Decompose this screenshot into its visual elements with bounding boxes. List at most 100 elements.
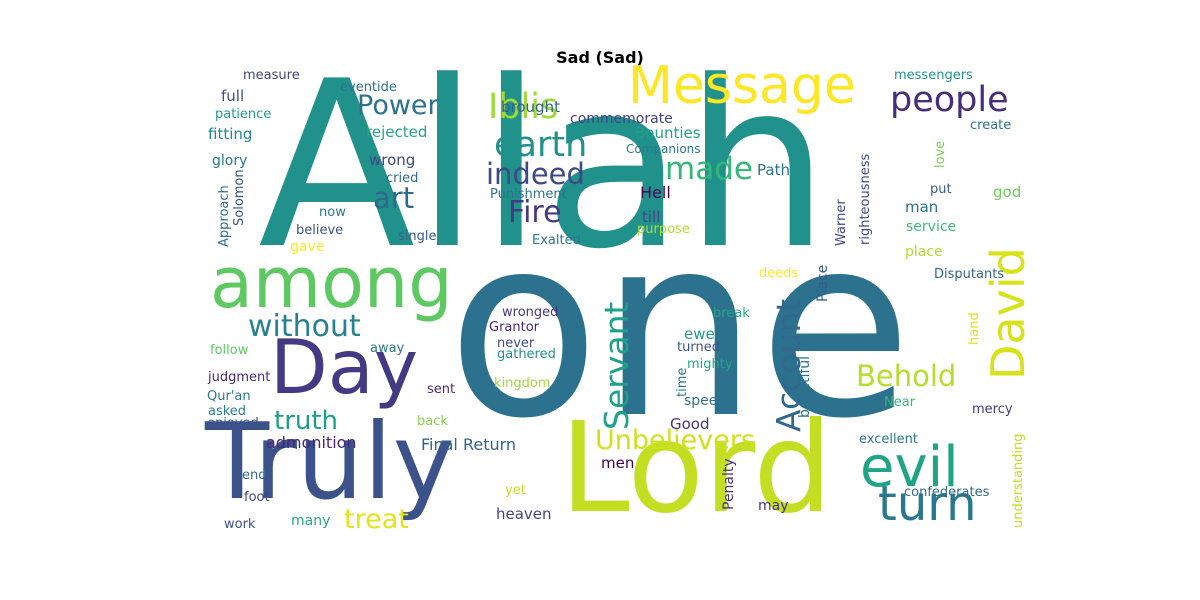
cloud-word-purpose: purpose: [637, 222, 690, 237]
cloud-word-confederates: confederates: [904, 485, 990, 500]
cloud-word-believe: believe: [296, 223, 344, 238]
cloud-word-men: men: [601, 454, 635, 472]
cloud-word-fitting: fitting: [208, 125, 253, 143]
cloud-word-among: among: [210, 242, 453, 324]
cloud-word-eventide: eventide: [340, 80, 397, 95]
cloud-word-fire: Fire: [508, 195, 562, 230]
cloud-word-beautiful: beautiful: [797, 355, 813, 418]
cloud-word-path: Path: [757, 161, 790, 179]
cloud-word-indeed: indeed: [486, 157, 585, 191]
cloud-word-penalty: Penalty: [721, 458, 737, 510]
cloud-word-warner: Warner: [834, 199, 849, 246]
cloud-word-punishment: Punishment: [490, 187, 567, 202]
cloud-word-unbelievers: Unbelievers: [595, 425, 755, 456]
cloud-word-follow: follow: [210, 343, 249, 358]
cloud-word-commemorate: commemorate: [570, 111, 673, 127]
cloud-word-break: break: [713, 306, 750, 321]
cloud-word-gave: gave: [290, 239, 325, 255]
cloud-word-companions: Companions: [626, 142, 701, 156]
cloud-word-full: full: [221, 87, 245, 105]
cloud-word-one: one: [447, 182, 913, 473]
cloud-word-deeds: deeds: [759, 266, 799, 281]
cloud-word-admonition: admonition: [266, 433, 357, 452]
cloud-word-day: Day: [270, 323, 419, 411]
cloud-word-made: made: [665, 151, 753, 187]
cloud-word-single: single: [398, 229, 437, 244]
cloud-word-many: many: [291, 513, 331, 529]
cloud-word-gathered: gathered: [497, 347, 556, 362]
cloud-word-service: service: [906, 219, 957, 235]
cloud-word-brought: brought: [501, 98, 560, 116]
cloud-word-wrong: wrong: [369, 151, 416, 169]
cloud-word-end: end: [242, 468, 267, 483]
cloud-word-speech: speech: [684, 393, 734, 409]
cloud-word-near: Near: [884, 395, 916, 410]
cloud-word-heaven: heaven: [496, 505, 552, 523]
cloud-word-god: god: [993, 183, 1022, 201]
cloud-word-asked: asked: [208, 404, 247, 419]
cloud-word-mercy: mercy: [972, 402, 1013, 417]
cloud-word-yet: yet: [505, 483, 526, 498]
cloud-word-art: art: [373, 181, 415, 215]
cloud-word-iblis: Iblis: [488, 87, 559, 127]
cloud-word-hell: Hell: [640, 183, 671, 202]
cloud-word-power: Power: [357, 90, 439, 121]
cloud-word-place: place: [905, 244, 943, 260]
cloud-word-enjoyed: enjoyed: [207, 416, 259, 431]
cloud-word-mighty: mighty: [687, 357, 733, 372]
cloud-word-measure: measure: [243, 68, 300, 83]
cloud-word-behold: Behold: [856, 359, 957, 393]
cloud-word-man: man: [905, 198, 939, 216]
cloud-word-turned: turned: [677, 340, 720, 355]
cloud-word-love: love: [933, 140, 948, 168]
cloud-word-turn: turn: [878, 476, 977, 532]
cloud-word-foot: foot: [244, 490, 270, 505]
cloud-word-message: Message: [628, 56, 856, 116]
cloud-word-hand: hand: [967, 312, 982, 345]
cloud-word-glory: glory: [212, 153, 248, 169]
cloud-word-bounties: Bounties: [635, 124, 701, 142]
cloud-word-create: create: [970, 118, 1012, 133]
cloud-word-excellent: excellent: [859, 432, 918, 447]
cloud-word-truth: truth: [274, 406, 339, 436]
cloud-word-work: work: [224, 517, 256, 532]
cloud-word-qur-an: Qur'an: [207, 389, 251, 404]
cloud-word-approach: Approach: [217, 185, 232, 247]
cloud-word-sent: sent: [427, 382, 456, 397]
cloud-word-kingdom: kingdom: [494, 376, 551, 391]
cloud-word-without: without: [248, 309, 361, 344]
cloud-word-righteousness: righteousness: [858, 153, 873, 245]
cloud-word-patience: patience: [215, 107, 272, 122]
cloud-word-messengers: messengers: [894, 68, 973, 83]
cloud-word-put: put: [930, 182, 952, 197]
cloud-word-servant: Servant: [597, 301, 636, 430]
cloud-word-judgment: judgment: [208, 370, 271, 385]
cloud-word-back: back: [417, 414, 448, 429]
cloud-word-exalted: Exalted: [532, 233, 581, 248]
cloud-word-solomon: Solomon: [232, 169, 247, 226]
cloud-word-cried: cried: [386, 171, 419, 186]
cloud-word-till: till: [642, 208, 661, 226]
cloud-word-ewe: ewe: [684, 325, 715, 343]
cloud-word-evil: evil: [860, 435, 959, 500]
cloud-word-now: now: [319, 205, 346, 220]
cloud-word-grantor: Grantor: [489, 320, 540, 335]
cloud-word-lord: Lord: [560, 396, 833, 541]
cloud-word-earth: earth: [494, 125, 588, 165]
cloud-word-understanding: understanding: [1011, 433, 1026, 528]
cloud-word-away: away: [370, 341, 405, 356]
cloud-word-treat: treat: [344, 504, 409, 535]
cloud-word-disputants: Disputants: [934, 267, 1005, 282]
cloud-word-good: Good: [670, 415, 710, 433]
cloud-word-never: never: [497, 336, 535, 351]
cloud-word-people: people: [890, 80, 1009, 120]
cloud-word-place: Place: [815, 264, 831, 302]
cloud-word-truly: Truly: [205, 401, 455, 523]
cloud-word-wronged: wronged: [502, 305, 559, 320]
cloud-title: Sad (Sad): [556, 48, 644, 67]
cloud-word-allah: Allah: [258, 33, 830, 300]
cloud-word-rejected: rejected: [366, 123, 428, 141]
cloud-word-may: may: [758, 498, 789, 514]
cloud-word-final-return: Final Return: [421, 435, 517, 454]
